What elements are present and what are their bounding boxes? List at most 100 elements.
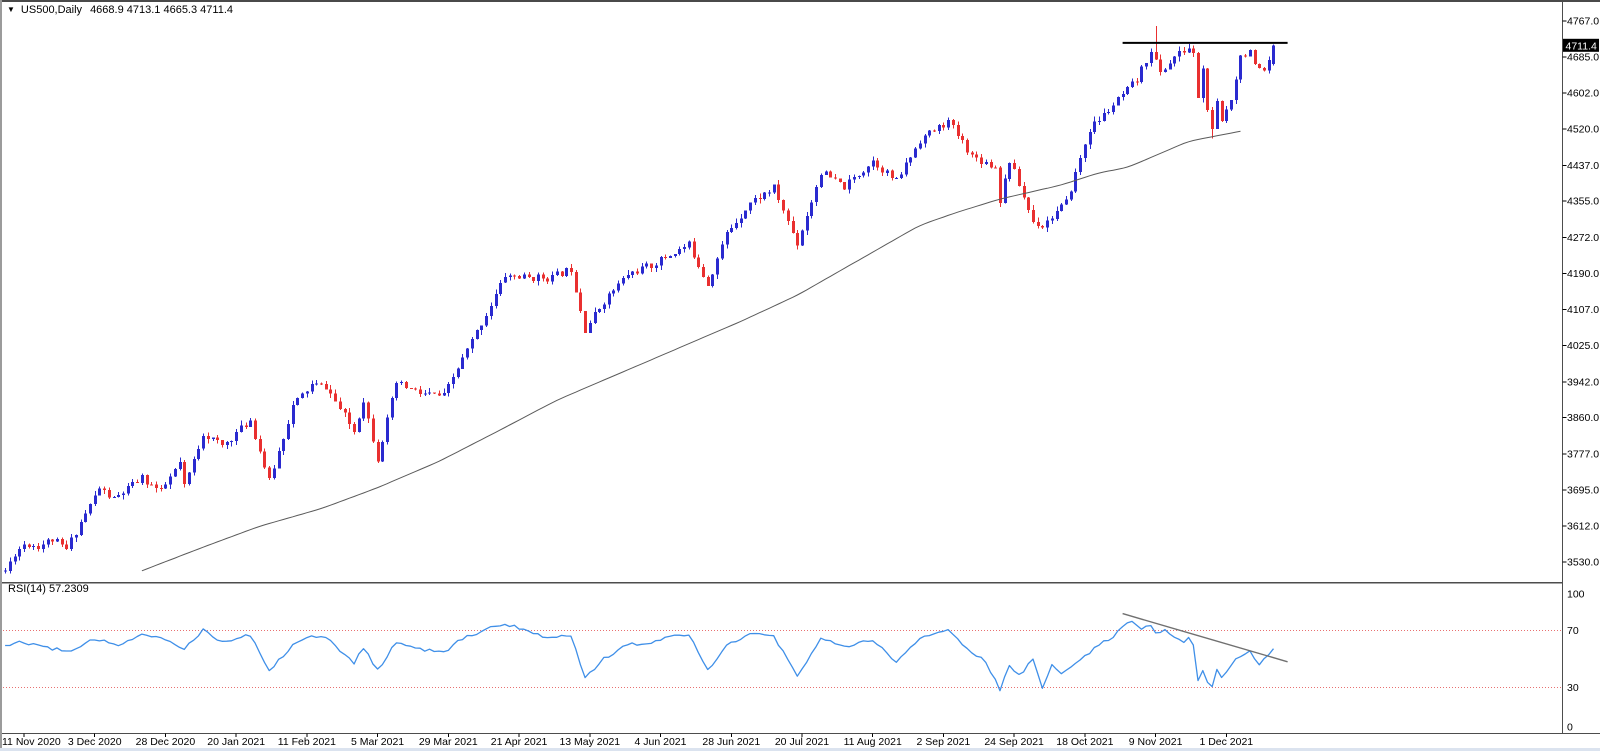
- candle-body: [726, 232, 729, 245]
- time-tick-label: 11 Aug 2021: [844, 736, 902, 748]
- candle-body: [716, 258, 719, 275]
- candle-body: [546, 278, 549, 282]
- candle-body: [400, 381, 403, 383]
- price-tick-label: 4190.0: [1567, 268, 1599, 280]
- candle-body: [1230, 100, 1233, 110]
- candle-body: [306, 391, 309, 394]
- candle-body: [221, 440, 224, 446]
- candle-body: [230, 440, 233, 442]
- candle-body: [598, 309, 601, 312]
- candle-body: [433, 392, 436, 394]
- candle-body: [146, 475, 149, 485]
- candle-body: [749, 202, 752, 211]
- candle-body: [1056, 211, 1059, 219]
- candle-body: [947, 119, 950, 128]
- candle-body: [707, 276, 710, 286]
- window-top-border: [0, 0, 1600, 2]
- candle-body: [674, 254, 677, 256]
- candle-body: [985, 162, 988, 165]
- time-tick-label: 4 Jun 2021: [635, 736, 687, 748]
- candle-body: [1150, 52, 1153, 63]
- price-tick-label: 4520.0: [1567, 124, 1599, 136]
- candle-body: [759, 198, 762, 199]
- time-tick-label: 9 Nov 2021: [1129, 736, 1183, 748]
- candle-body: [405, 381, 408, 389]
- candle-body: [872, 160, 875, 167]
- candle-body: [1093, 121, 1096, 132]
- candle-body: [103, 488, 106, 491]
- candle-body: [1103, 112, 1106, 121]
- candle-body: [565, 268, 568, 277]
- candle-body: [971, 152, 974, 155]
- candle-body: [1169, 63, 1172, 70]
- rsi-indicator-label: RSI(14) 57.2309: [8, 583, 89, 595]
- price-tick-label: 3860.0: [1567, 412, 1599, 424]
- candle-body: [84, 513, 87, 522]
- candle-body: [419, 389, 422, 395]
- candle-body: [391, 398, 394, 418]
- candle-body: [197, 448, 200, 459]
- time-tick-label: 20 Jan 2021: [207, 736, 265, 748]
- candle-body: [664, 257, 667, 258]
- candle-body: [711, 274, 714, 286]
- time-tick-label: 20 Jul 2021: [775, 736, 829, 748]
- candle-body: [287, 423, 290, 440]
- price-axis-labels: 4767.0 4685.0 4602.0 4520.0 4437.0 4355.0 4272…: [1562, 16, 1599, 569]
- candle-body: [268, 467, 271, 478]
- time-axis[interactable]: [0, 735, 1600, 748]
- candle-body: [815, 187, 818, 203]
- candle-body: [905, 162, 908, 175]
- candle-body: [895, 177, 898, 179]
- candle-body: [56, 539, 59, 542]
- candle-body: [1112, 105, 1115, 112]
- candle-body: [754, 198, 757, 203]
- candle-body: [80, 521, 83, 535]
- candle-body: [744, 210, 747, 219]
- candle-body: [131, 481, 134, 486]
- chart-collapse-arrow-icon[interactable]: ▼: [7, 5, 15, 14]
- candle-body: [834, 177, 837, 179]
- candle-body: [1164, 69, 1167, 72]
- candle-body: [1202, 68, 1205, 98]
- candle-body: [509, 275, 512, 278]
- rsi-tick-label: 100: [1567, 589, 1585, 601]
- candle-body: [169, 476, 172, 485]
- candle-body: [160, 488, 163, 490]
- window-left-border: [0, 0, 2, 748]
- candle-body: [372, 418, 375, 442]
- price-tick-label: 3942.0: [1567, 376, 1599, 388]
- candle-body: [51, 539, 54, 542]
- candle-body: [377, 441, 380, 462]
- candle-body: [1197, 52, 1200, 98]
- candles-layer: [4, 25, 1275, 574]
- candle-body: [839, 178, 842, 183]
- candle-body: [98, 488, 101, 496]
- candle-body: [957, 125, 960, 136]
- candle-body: [476, 330, 479, 340]
- candle-body: [452, 377, 455, 384]
- candle-body: [820, 175, 823, 188]
- candle-body: [367, 402, 370, 419]
- candle-body: [490, 305, 493, 316]
- candle-body: [495, 293, 498, 306]
- candle-body: [617, 283, 620, 291]
- candle-body: [457, 368, 460, 377]
- candle-body: [735, 223, 738, 229]
- candle-body: [1216, 101, 1219, 129]
- price-axis[interactable]: [1563, 2, 1600, 733]
- candle-body: [768, 192, 771, 194]
- candle-body: [1206, 68, 1209, 110]
- candle-body: [740, 218, 743, 224]
- chart-title: ▼ US500,Daily 4668.9 4713.1 4665.3 4711.…: [7, 4, 233, 16]
- candle-body: [150, 484, 153, 486]
- price-tick-label: 3777.0: [1567, 449, 1599, 461]
- candle-body: [329, 389, 332, 394]
- rsi-trendline[interactable]: [1122, 612, 1288, 663]
- candle-body: [843, 182, 846, 190]
- candle-body: [447, 383, 450, 393]
- candle-body: [1041, 226, 1044, 228]
- candle-body: [193, 458, 196, 473]
- candle-body: [438, 393, 441, 396]
